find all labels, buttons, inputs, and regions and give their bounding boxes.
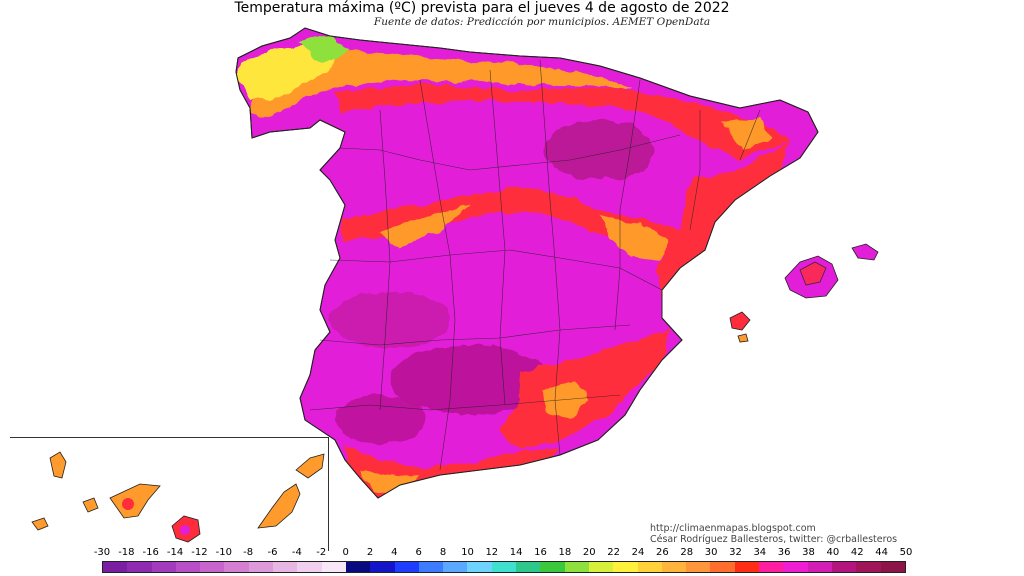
canary-islands — [31, 451, 325, 543]
legend-swatch — [248, 562, 274, 572]
legend-label: 14 — [509, 547, 523, 558]
legend-swatch — [370, 562, 395, 572]
legend-label: 6 — [415, 547, 422, 558]
legend-label: 24 — [631, 547, 645, 558]
legend-swatch — [151, 562, 176, 572]
legend-label: 40 — [826, 547, 840, 558]
legend-label: -30 — [93, 547, 111, 558]
credit-url: http://climaenmapas.blogspot.com — [650, 523, 816, 534]
legend-swatch — [516, 562, 541, 572]
legend-label: 10 — [461, 547, 474, 558]
legend-label: 16 — [534, 547, 547, 558]
legend-label: 8 — [439, 547, 447, 558]
legend-label: 2 — [366, 547, 374, 558]
peninsula-region — [235, 27, 819, 499]
legend-swatch — [831, 562, 857, 572]
legend-label: -8 — [243, 547, 254, 558]
legend-swatch — [783, 562, 808, 572]
legend-swatch — [443, 562, 468, 572]
balearic-islands — [729, 243, 879, 343]
legend-swatch — [686, 562, 711, 572]
legend-swatch — [540, 562, 565, 572]
map-subtitle: Fuente de datos: Predicción por municipi… — [373, 16, 711, 28]
legend-labels: -30 -18 -16 -14 -12 -10 -8 -6 -4 -2 0 2 4 6 8 10 12 14 16 1… — [94, 547, 913, 561]
legend-swatch — [564, 562, 589, 572]
legend-label: 22 — [607, 547, 620, 558]
legend-label: -16 — [142, 547, 159, 558]
legend-label: 42 — [850, 547, 864, 558]
legend-swatch — [710, 562, 735, 572]
legend-swatch — [103, 562, 128, 572]
legend-label: -6 — [267, 547, 278, 558]
legend-swatch — [345, 562, 371, 572]
legend-label: -14 — [166, 547, 184, 558]
legend-swatch — [759, 562, 784, 572]
legend-swatch — [224, 562, 249, 572]
legend-label: 30 — [704, 547, 718, 558]
legend-swatch — [807, 562, 832, 572]
legend-swatch — [297, 562, 322, 572]
legend-swatch — [394, 562, 419, 572]
legend-swatch — [661, 562, 687, 572]
legend-swatch — [418, 562, 444, 572]
legend-label: 0 — [342, 547, 349, 558]
map-title: Temperatura máxima (ºC) prevista para el… — [234, 0, 730, 16]
legend-swatch — [613, 562, 638, 572]
legend-swatch — [588, 562, 614, 572]
legend-swatch — [856, 562, 881, 572]
legend-swatch — [491, 562, 517, 572]
legend-label: 20 — [582, 547, 596, 558]
legend-label: -12 — [191, 547, 208, 558]
legend-swatch — [637, 562, 662, 572]
legend-label: 18 — [558, 547, 572, 558]
legend-label: 32 — [729, 547, 742, 558]
legend-swatch — [880, 562, 905, 572]
legend-label: 4 — [391, 547, 398, 558]
canary-islands-inset-frame — [10, 437, 329, 551]
legend-label: -10 — [215, 547, 232, 558]
legend-label: -2 — [316, 547, 327, 558]
legend-swatch — [321, 562, 346, 572]
legend-swatch — [467, 562, 492, 572]
legend-swatch — [127, 562, 152, 572]
legend-label: 38 — [802, 547, 815, 558]
credit-author: César Rodríguez Ballesteros, twitter: @c… — [650, 534, 898, 545]
legend-label: 50 — [899, 547, 913, 558]
legend-label: 44 — [875, 547, 888, 558]
legend-swatch — [175, 562, 201, 572]
legend-swatch — [734, 562, 760, 572]
legend-swatch — [273, 562, 298, 572]
legend-swatch — [200, 562, 225, 572]
legend-label: 36 — [777, 547, 791, 558]
legend-label: -18 — [118, 547, 135, 558]
legend-color-bar — [102, 561, 906, 573]
legend-label: -4 — [291, 547, 302, 558]
legend-label: 26 — [655, 547, 669, 558]
legend-label: 34 — [753, 547, 767, 558]
legend-label: 28 — [680, 547, 694, 558]
legend-label: 12 — [485, 547, 499, 558]
